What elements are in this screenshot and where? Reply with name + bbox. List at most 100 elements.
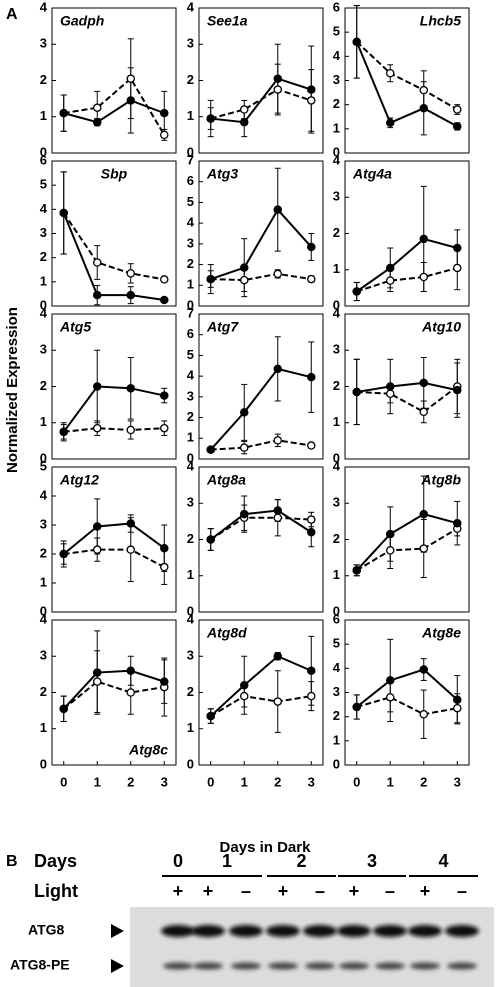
light-sign: – xyxy=(457,881,467,901)
y-tick-label: 1 xyxy=(187,430,194,445)
marker xyxy=(92,290,102,300)
marker xyxy=(453,243,462,253)
x-tick-label: 1 xyxy=(387,774,394,789)
y-tick-label: 3 xyxy=(40,342,47,357)
plot-frame xyxy=(198,7,324,154)
band xyxy=(408,925,442,937)
marker xyxy=(239,275,249,285)
x-axis-label: Days in Dark xyxy=(220,839,312,856)
series-line xyxy=(210,88,312,120)
y-tick-label: 1 xyxy=(187,720,194,735)
band xyxy=(268,962,298,970)
marker xyxy=(92,668,102,677)
light-sign: – xyxy=(241,881,251,901)
series-line xyxy=(209,367,312,451)
chart-title: Atg8c xyxy=(128,742,168,758)
y-tick-label: 2 xyxy=(333,708,340,723)
series-line xyxy=(356,668,458,708)
band xyxy=(161,925,195,937)
y-tick-label: 3 xyxy=(333,72,340,87)
marker xyxy=(160,423,169,433)
marker xyxy=(453,703,462,713)
marker xyxy=(126,688,136,697)
y-tick-label: 2 xyxy=(40,545,47,560)
days-label: Days xyxy=(34,851,77,871)
marker xyxy=(92,423,102,433)
y-tick-label: 3 xyxy=(40,516,47,531)
y-tick-label: 0 xyxy=(187,450,194,465)
day-label: 3 xyxy=(367,851,377,871)
y-tick-label: 4 xyxy=(333,48,341,63)
chart-title: Atg7 xyxy=(206,319,239,335)
series-line xyxy=(63,522,165,555)
plot-frame xyxy=(51,160,177,307)
marker xyxy=(273,506,283,515)
y-tick-label: 3 xyxy=(187,235,194,250)
y-tick-label: 3 xyxy=(187,495,194,510)
y-tick-label: 6 xyxy=(333,611,340,626)
marker xyxy=(92,258,102,267)
marker xyxy=(160,562,169,572)
plot-frame xyxy=(344,466,470,613)
y-tick-label: 4 xyxy=(187,368,195,383)
marker xyxy=(307,528,316,537)
series-line xyxy=(356,266,458,293)
marker xyxy=(385,676,395,685)
light-sign: – xyxy=(385,881,395,901)
y-tick-label: 0 xyxy=(187,144,194,159)
y-tick-label: 0 xyxy=(40,603,47,618)
marker xyxy=(419,544,429,553)
y-tick-label: 4 xyxy=(187,0,195,14)
plot-frame xyxy=(198,466,324,613)
band xyxy=(373,925,407,937)
y-tick-label: 3 xyxy=(333,495,340,510)
marker xyxy=(92,677,102,686)
marker xyxy=(385,276,395,285)
y-tick-label: 1 xyxy=(40,414,47,429)
marker xyxy=(419,407,429,417)
x-tick-label: 2 xyxy=(127,774,134,789)
band xyxy=(163,962,193,970)
chart-title: Atg8e xyxy=(421,625,461,641)
marker xyxy=(206,711,215,721)
marker xyxy=(419,509,429,519)
light-sign: – xyxy=(315,881,325,901)
y-tick-label: 4 xyxy=(40,305,48,320)
y-tick-label: 3 xyxy=(187,648,194,663)
light-sign: + xyxy=(278,881,289,901)
y-tick-label: 1 xyxy=(187,108,194,123)
marker xyxy=(160,677,169,686)
light-sign: + xyxy=(349,881,360,901)
marker xyxy=(126,96,136,105)
y-tick-label: 4 xyxy=(333,458,341,473)
marker xyxy=(206,274,215,284)
y-tick-label: 4 xyxy=(187,458,195,473)
series-line xyxy=(356,696,458,716)
band xyxy=(193,962,223,970)
panel-label: A xyxy=(6,6,18,23)
series-line xyxy=(210,655,312,717)
marker xyxy=(419,85,429,95)
marker xyxy=(239,509,249,519)
series-line xyxy=(210,516,312,541)
marker xyxy=(206,114,215,123)
marker xyxy=(126,519,136,528)
band xyxy=(445,925,479,937)
series-line xyxy=(356,237,458,293)
y-tick-label: 5 xyxy=(333,636,340,651)
band xyxy=(375,962,405,970)
marker xyxy=(419,104,429,113)
y-tick-label: 0 xyxy=(40,756,47,771)
plot-frame xyxy=(198,313,324,460)
marker xyxy=(273,697,283,706)
y-tick-label: 2 xyxy=(40,684,47,699)
marker xyxy=(307,85,316,94)
chart-title: Atg8b xyxy=(420,472,461,488)
y-tick-label: 1 xyxy=(333,414,340,429)
marker xyxy=(419,234,429,244)
marker xyxy=(92,382,102,391)
x-tick-label: 1 xyxy=(94,774,101,789)
marker xyxy=(273,85,283,94)
y-tick-label: 1 xyxy=(40,574,47,589)
y-tick-label: 1 xyxy=(40,108,47,123)
